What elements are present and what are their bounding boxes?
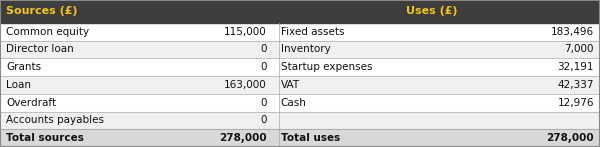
Text: 32,191: 32,191 [557,62,594,72]
Text: Inventory: Inventory [281,44,331,54]
Text: 0: 0 [260,44,267,54]
Text: 0: 0 [260,62,267,72]
Text: Common equity: Common equity [6,27,89,37]
Bar [0,41,600,58]
Text: 278,000: 278,000 [547,133,594,143]
Bar [0,23,600,41]
Text: Total uses: Total uses [281,133,340,143]
Text: Overdraft: Overdraft [6,98,56,108]
Text: 115,000: 115,000 [224,27,267,37]
Text: Total sources: Total sources [6,133,84,143]
Text: VAT: VAT [281,80,300,90]
Text: Accounts payables: Accounts payables [6,115,104,125]
Text: 0: 0 [260,98,267,108]
Bar [0,129,600,147]
Bar [0,0,600,23]
Text: 183,496: 183,496 [551,27,594,37]
Text: Grants: Grants [6,62,41,72]
Text: 12,976: 12,976 [557,98,594,108]
Text: 0: 0 [260,115,267,125]
Text: 42,337: 42,337 [557,80,594,90]
Bar [0,58,600,76]
Text: Sources (£): Sources (£) [6,6,77,16]
Text: 163,000: 163,000 [224,80,267,90]
Bar [0,112,600,129]
Text: 7,000: 7,000 [565,44,594,54]
Text: 278,000: 278,000 [220,133,267,143]
Text: Cash: Cash [281,98,307,108]
Bar [0,94,600,112]
Text: Fixed assets: Fixed assets [281,27,344,37]
Text: Uses (£): Uses (£) [406,6,458,16]
Text: Loan: Loan [6,80,31,90]
Text: Startup expenses: Startup expenses [281,62,372,72]
Bar [0,76,600,94]
Text: Director loan: Director loan [6,44,74,54]
